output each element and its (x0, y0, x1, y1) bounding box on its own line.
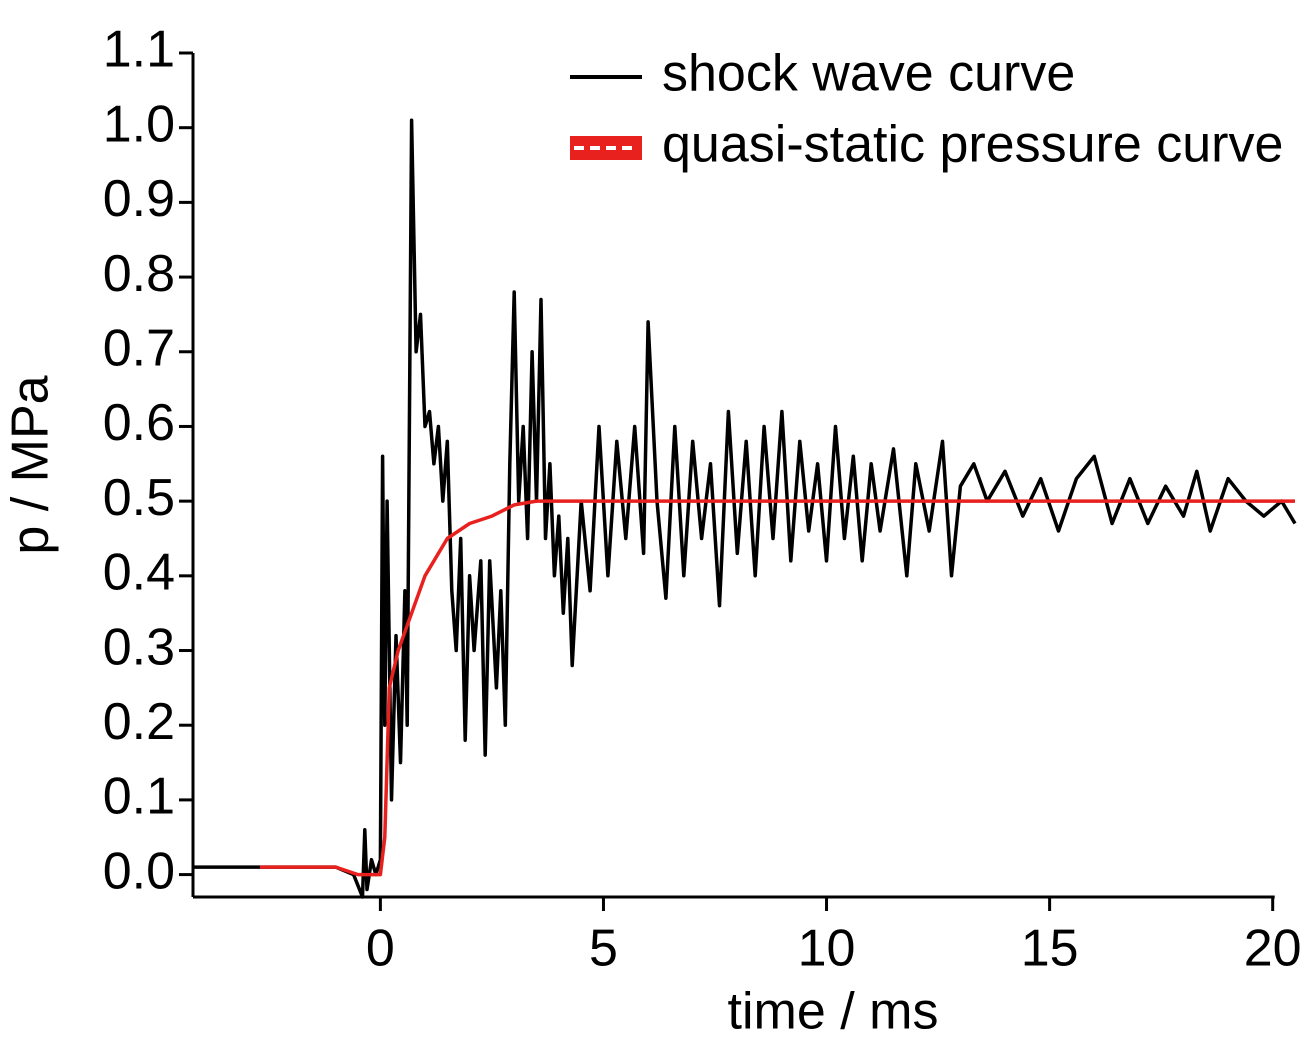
legend-label: shock wave curve (662, 45, 1075, 103)
series-line (193, 118, 1297, 899)
x-axis-label: time / ms (728, 983, 939, 1041)
y-tick-label: 0.8 (103, 245, 175, 303)
y-tick-label: 0.5 (103, 469, 175, 527)
y-tick-label: 0.9 (103, 170, 175, 228)
x-tick-label: 20 (1244, 920, 1302, 978)
x-tick-label: 5 (589, 920, 618, 978)
legend-label: quasi-static pressure curve (662, 116, 1283, 174)
x-tick-label: 0 (366, 920, 395, 978)
y-tick-label: 0.7 (103, 319, 175, 377)
y-tick-label: 0.1 (103, 768, 175, 826)
x-tick-label: 15 (1021, 920, 1079, 978)
x-tick-label: 10 (798, 920, 856, 978)
y-tick-label: 0.3 (103, 618, 175, 676)
y-tick-label: 1.1 (103, 21, 175, 79)
y-axis-label: p / MPa (2, 375, 60, 554)
y-tick-label: 0.0 (103, 842, 175, 900)
y-tick-label: 0.4 (103, 544, 175, 602)
series-line (259, 499, 1295, 877)
y-tick-label: 0.6 (103, 394, 175, 452)
y-tick-label: 1.0 (103, 95, 175, 153)
y-tick-label: 0.2 (103, 693, 175, 751)
